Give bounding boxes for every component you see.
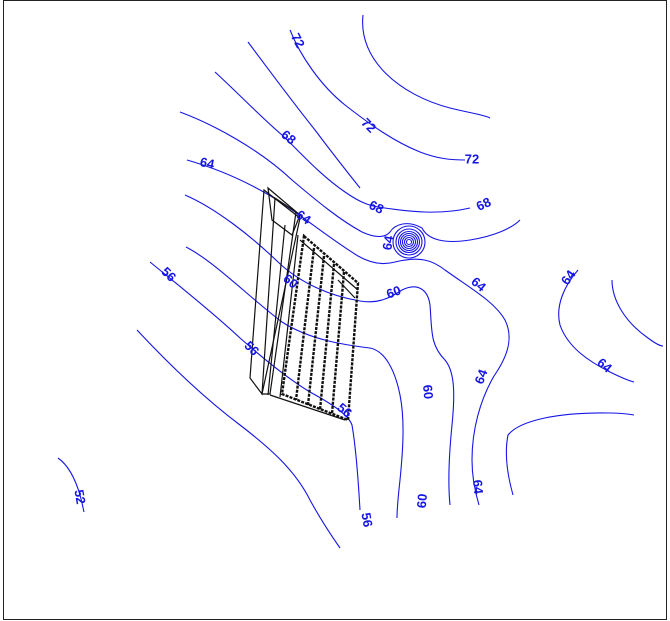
contour-label-56: 56 [158,264,179,285]
building-divider-1 [267,224,286,396]
building-base [269,394,346,421]
contour-label-64: 64 [468,274,489,295]
contour-label-60: 60 [384,282,403,301]
contour-68-bump [179,111,521,243]
building-main-block [280,233,360,422]
building-outlines [249,186,360,422]
contour-label-60: 60 [420,384,436,400]
contour-72-upper [362,14,491,119]
contour-label-64: 64 [379,234,396,252]
building-ridge-end [337,279,356,299]
contour-label-68: 68 [367,197,386,217]
building-bay-4 [330,271,346,415]
contour-label-64: 64 [471,367,490,386]
building-bay-3 [318,263,336,411]
contour-label-72: 72 [288,31,308,51]
building-strip-west-inner [261,196,297,395]
contour-56-main [149,261,361,511]
contour-72-main [289,29,466,161]
building-strip-west [249,188,301,396]
contour-labels: 72 72 72 68 68 68 64 64 64 64 64 64 64 6… [71,31,615,529]
contour-label-68: 68 [474,194,493,214]
building-roof-north [267,186,301,236]
contour-52 [57,457,85,513]
building-bay-1 [294,247,316,401]
contour-label-60: 60 [414,493,430,509]
contour-56-lower [136,329,341,549]
contour-label-56: 56 [241,338,262,359]
hilltop-rings [392,225,426,259]
contour-label-64: 64 [558,267,579,288]
contour-64-east [558,269,635,383]
building-ridge [299,239,359,291]
map-frame [3,0,667,620]
contour-64-east-edge [611,279,664,347]
contour-60-lower [185,246,404,519]
contour-label-52: 52 [71,488,88,505]
contour-label-56: 56 [358,511,375,528]
contour-label-64: 64 [199,154,217,172]
contour-72-west [247,41,361,189]
contour-label-68: 68 [278,127,299,148]
contour-64-main [186,159,510,506]
contour-68-main [214,71,471,213]
contour-64-south [505,412,635,496]
building-divider-2 [279,234,299,398]
contour-label-72: 72 [465,151,479,166]
contour-60-main [184,194,455,506]
contour-label-64: 64 [470,479,486,495]
